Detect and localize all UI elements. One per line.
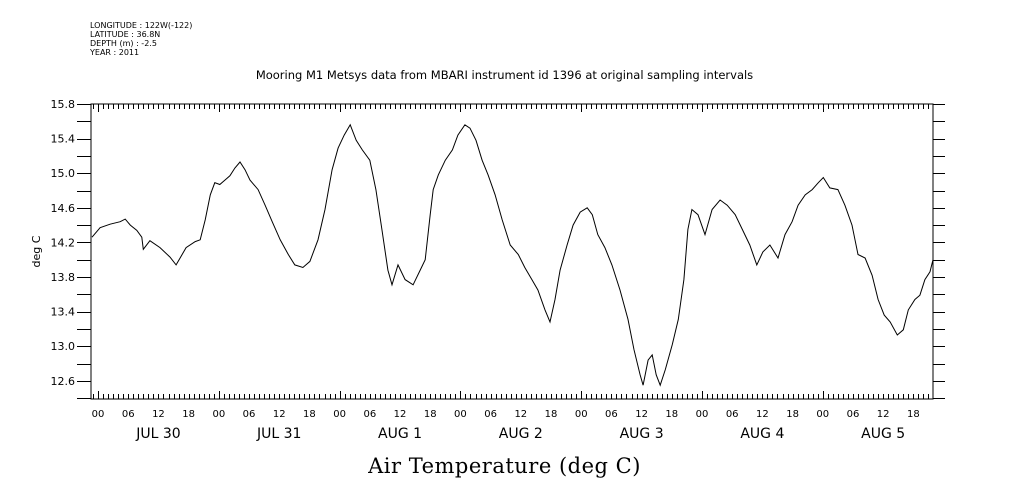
x-day-label: AUG 3 <box>620 426 664 442</box>
x-tick-label: 00 <box>454 409 467 420</box>
x-tick-label: 18 <box>182 409 195 420</box>
x-tick-label: 18 <box>786 409 799 420</box>
latitude-label: LATITUDE : 36.8N <box>90 30 161 39</box>
y-tick-label: 13.4 <box>51 306 76 319</box>
x-tick-label: 00 <box>333 409 346 420</box>
x-tick-label: 00 <box>816 409 829 420</box>
y-tick-label: 12.6 <box>51 375 76 388</box>
x-day-label: AUG 4 <box>740 426 784 442</box>
x-day-label: AUG 1 <box>378 426 422 442</box>
y-tick-label: 15.0 <box>51 167 76 180</box>
x-axis-title: Air Temperature (deg C) <box>368 454 641 478</box>
x-day-label: JUL 31 <box>256 426 301 442</box>
chart-title: Mooring M1 Metsys data from MBARI instru… <box>255 68 754 82</box>
y-tick-label: 14.2 <box>51 236 76 249</box>
x-tick-label: 06 <box>847 409 860 420</box>
x-tick-label: 12 <box>273 409 286 420</box>
x-tick-label: 18 <box>545 409 558 420</box>
y-tick-label: 15.4 <box>51 133 76 146</box>
year-label: YEAR : 2011 <box>90 48 140 57</box>
x-tick-label: 00 <box>92 409 105 420</box>
x-tick-label: 00 <box>212 409 225 420</box>
x-day-label: AUG 2 <box>499 426 543 442</box>
y-tick-label: 15.8 <box>51 98 76 111</box>
x-day-label: JUL 30 <box>135 426 180 442</box>
x-tick-label: 06 <box>243 409 256 420</box>
y-tick-label: 13.0 <box>51 340 76 353</box>
y-tick-label: 14.6 <box>51 202 76 215</box>
series-line-air-temperature <box>91 123 934 387</box>
plot-frame <box>90 103 934 400</box>
x-tick-label: 12 <box>756 409 769 420</box>
depth-label: DEPTH (m) : -2.5 <box>90 39 157 48</box>
x-tick-label: 12 <box>635 409 648 420</box>
x-tick-label: 12 <box>877 409 890 420</box>
x-tick-label: 12 <box>514 409 527 420</box>
x-tick-label: 12 <box>394 409 407 420</box>
y-tick-label: 13.8 <box>51 271 76 284</box>
x-tick-label: 06 <box>122 409 135 420</box>
y-axis-title: deg C <box>30 235 43 267</box>
x-tick-label: 18 <box>907 409 920 420</box>
x-tick-label: 18 <box>665 409 678 420</box>
x-tick-label: 12 <box>152 409 165 420</box>
x-tick-label: 18 <box>424 409 437 420</box>
x-tick-label: 18 <box>303 409 316 420</box>
x-tick-label: 06 <box>605 409 618 420</box>
x-day-label: AUG 5 <box>861 426 905 442</box>
x-tick-label: 06 <box>363 409 376 420</box>
x-tick-label: 00 <box>575 409 588 420</box>
longitude-label: LONGITUDE : 122W(-122) <box>90 21 193 30</box>
x-tick-label: 06 <box>726 409 739 420</box>
x-tick-label: 06 <box>484 409 497 420</box>
x-tick-label: 00 <box>696 409 709 420</box>
